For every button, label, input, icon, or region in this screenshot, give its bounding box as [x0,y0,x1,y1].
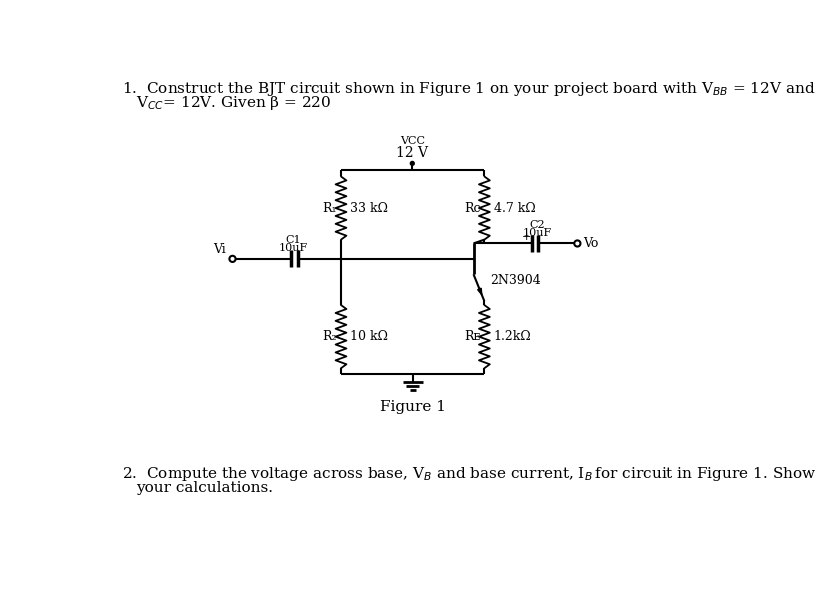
Text: 33 kΩ: 33 kΩ [350,202,388,215]
Text: VCC: VCC [400,136,425,146]
Text: 10uF: 10uF [522,228,551,237]
Circle shape [410,161,414,165]
Text: V$_{{CC}}$= 12V. Given β = 220: V$_{{CC}}$= 12V. Given β = 220 [135,94,330,112]
Text: 10 kΩ: 10 kΩ [350,330,388,343]
Text: Figure 1: Figure 1 [380,399,445,414]
Text: 12 V: 12 V [395,147,428,160]
Text: 2N3904: 2N3904 [490,274,541,287]
Text: 2.  Compute the voltage across base, V$_{{B}}$ and base current, I$_{{B}}$ for c: 2. Compute the voltage across base, V$_{… [121,465,815,483]
Text: +: + [521,232,530,242]
Text: 1.2kΩ: 1.2kΩ [493,330,531,343]
Text: your calculations.: your calculations. [135,481,273,495]
Text: Rc: Rc [463,202,480,215]
Text: C1: C1 [285,236,300,245]
Text: Rᴇ: Rᴇ [464,330,480,343]
Text: C2: C2 [528,220,544,230]
Polygon shape [477,288,482,295]
Text: 10uF: 10uF [278,243,307,253]
Text: 1.  Construct the BJT circuit shown in Figure 1 on your project board with V$_{{: 1. Construct the BJT circuit shown in Fi… [121,80,814,97]
Text: R₂: R₂ [322,330,337,343]
Text: 4.7 kΩ: 4.7 kΩ [493,202,535,215]
Text: Vo: Vo [583,237,599,250]
Text: Vi: Vi [213,243,226,256]
Text: R₁: R₁ [322,202,337,215]
